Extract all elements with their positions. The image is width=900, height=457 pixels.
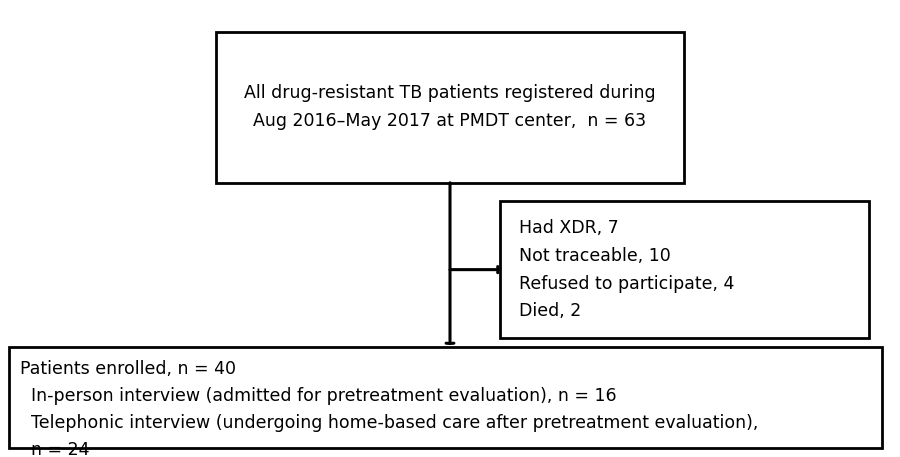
Text: All drug-resistant TB patients registered during
Aug 2016–May 2017 at PMDT cente: All drug-resistant TB patients registere… [244, 85, 656, 130]
Text: Patients enrolled, n = 40
  In-person interview (admitted for pretreatment evalu: Patients enrolled, n = 40 In-person inte… [20, 360, 758, 457]
Bar [500, 201, 868, 338]
Bar [216, 32, 684, 183]
Bar [9, 347, 882, 448]
Text: Had XDR, 7
Not traceable, 10
Refused to participate, 4
Died, 2: Had XDR, 7 Not traceable, 10 Refused to … [519, 219, 734, 320]
